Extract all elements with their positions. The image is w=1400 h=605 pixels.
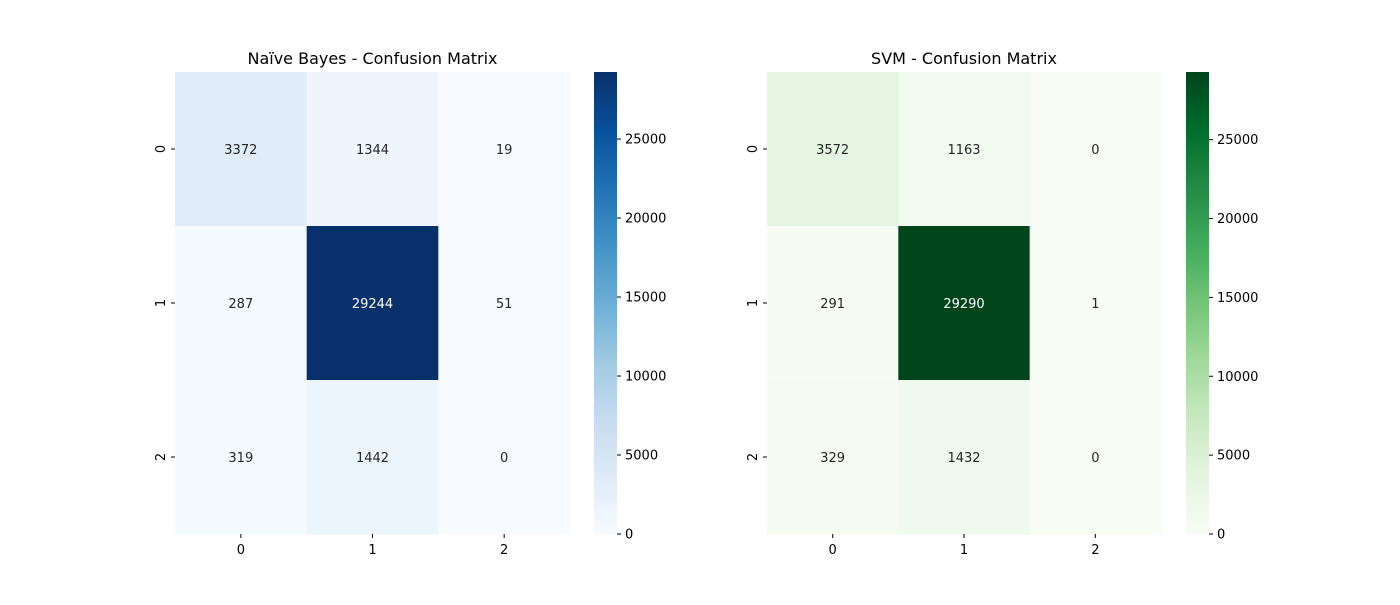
x-tick-label: 1 [960, 543, 968, 558]
heatmap-cell [175, 72, 308, 227]
chart-title: Naïve Bayes - Confusion Matrix [247, 49, 497, 68]
cell-value-label: 1442 [356, 451, 389, 466]
cell-value-label: 19 [496, 143, 513, 158]
cell-value-label: 0 [1091, 451, 1099, 466]
x-tick-label: 2 [1091, 543, 1099, 558]
heatmap-panel-1: SVM - Confusion Matrix 3572 1163 0 291 29290 1… [746, 49, 1258, 558]
cell-value-label: 1163 [947, 143, 980, 158]
heatmap-cell [306, 72, 439, 227]
x-tick-label: 0 [237, 543, 245, 558]
heatmap-cell [306, 226, 439, 381]
heatmap-cell [767, 72, 899, 227]
x-tick-label: 1 [368, 543, 376, 558]
y-tick-label: 0 [746, 145, 761, 153]
y-tick-label: 2 [154, 453, 169, 461]
colorbar-tick-label: 20000 [1217, 212, 1258, 227]
cell-value-label: 3572 [816, 143, 849, 158]
heatmap-cell [438, 380, 571, 535]
colorbar [1186, 72, 1209, 534]
heatmap-cell [175, 380, 308, 535]
cell-value-label: 0 [500, 451, 508, 466]
heatmap-cell [767, 380, 899, 535]
heatmap-cell [1029, 380, 1162, 535]
colorbar-tick-label: 5000 [625, 449, 658, 464]
chart-title: SVM - Confusion Matrix [871, 49, 1057, 68]
cell-value-label: 0 [1091, 143, 1099, 158]
colorbar-tick-label: 15000 [625, 291, 666, 306]
heatmap-cell [1029, 72, 1162, 227]
colorbar-tick-label: 10000 [1217, 370, 1258, 385]
colorbar-tick-label: 0 [1217, 528, 1225, 543]
cell-value-label: 51 [496, 297, 513, 312]
colorbar-tick-label: 10000 [625, 370, 666, 385]
cell-value-label: 1432 [947, 451, 980, 466]
heatmap-cell [438, 226, 571, 381]
x-tick-label: 2 [500, 543, 508, 558]
cell-value-label: 29244 [352, 297, 393, 312]
cell-value-label: 1344 [356, 143, 389, 158]
heatmap-cell [175, 226, 308, 381]
cell-value-label: 29290 [943, 297, 984, 312]
heatmap-cell [438, 72, 571, 227]
y-tick-label: 1 [154, 299, 169, 307]
cell-value-label: 291 [820, 297, 845, 312]
colorbar-tick-label: 15000 [1217, 291, 1258, 306]
cell-value-label: 319 [228, 451, 253, 466]
heatmap-cell [898, 72, 1031, 227]
y-tick-label: 2 [746, 453, 761, 461]
heatmap-cell [898, 380, 1031, 535]
heatmap-cell [1029, 226, 1162, 381]
cell-value-label: 287 [228, 297, 253, 312]
colorbar [594, 72, 617, 534]
y-tick-label: 1 [746, 299, 761, 307]
heatmap-cell [898, 226, 1031, 381]
cell-value-label: 1 [1091, 297, 1099, 312]
cell-value-label: 3372 [224, 143, 257, 158]
colorbar-tick-label: 25000 [1217, 133, 1258, 148]
heatmap-cell [306, 380, 439, 535]
colorbar-tick-label: 25000 [625, 133, 666, 148]
y-tick-label: 0 [154, 145, 169, 153]
heatmap-cell [767, 226, 899, 381]
cell-value-label: 329 [820, 451, 845, 466]
heatmap-panel-0: Naïve Bayes - Confusion Matrix 3372 1344 19… [154, 49, 666, 558]
colorbar-tick-label: 0 [625, 528, 633, 543]
colorbar-tick-label: 20000 [625, 212, 666, 227]
colorbar-tick-label: 5000 [1217, 449, 1250, 464]
x-tick-label: 0 [829, 543, 837, 558]
